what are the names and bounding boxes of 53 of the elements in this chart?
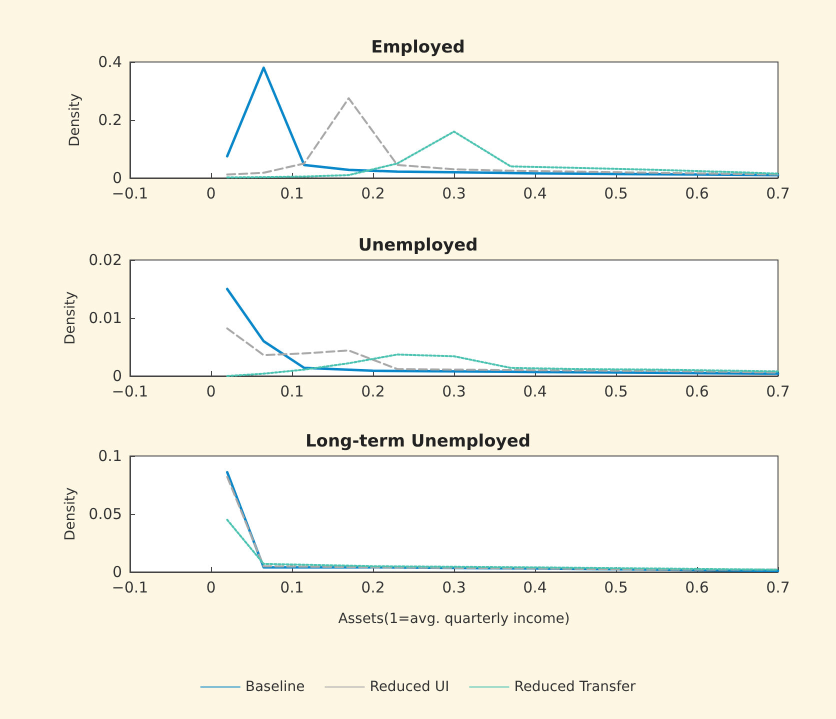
x-tick-label: 0.5 bbox=[604, 184, 628, 202]
x-tick-label: 0.6 bbox=[685, 578, 709, 596]
y-tick-label: 0.02 bbox=[88, 251, 122, 269]
x-tick-label: 0.5 bbox=[604, 578, 628, 596]
line-series bbox=[226, 288, 780, 375]
line-series bbox=[226, 354, 779, 377]
y-axis-title: Density bbox=[62, 291, 79, 345]
y-tick-label: 0.2 bbox=[98, 111, 122, 129]
y-axis-title: Density bbox=[67, 93, 83, 147]
y-axis-title: Density bbox=[62, 487, 79, 541]
x-tick-label: 0.4 bbox=[523, 382, 547, 400]
x-tick-label: 0.1 bbox=[280, 184, 304, 202]
x-tick-label: 0.4 bbox=[523, 184, 547, 202]
x-tick-label: 0.1 bbox=[280, 578, 304, 596]
legend-label: Reduced UI bbox=[370, 679, 450, 695]
y-tick-label: 0.1 bbox=[98, 447, 122, 465]
line-series bbox=[226, 518, 779, 571]
x-tick-label: 0.2 bbox=[361, 578, 385, 596]
line-series bbox=[226, 66, 780, 176]
y-tick-label: 0 bbox=[112, 169, 122, 187]
x-tick-label: 0.3 bbox=[442, 382, 466, 400]
x-tick-label: 0.7 bbox=[766, 578, 790, 596]
x-tick-label: 0.7 bbox=[766, 382, 790, 400]
y-tick-label: 0.01 bbox=[88, 309, 122, 327]
y-tick-label: 0.05 bbox=[88, 505, 122, 523]
x-tick-label: 0.6 bbox=[685, 382, 709, 400]
line-series bbox=[226, 327, 779, 374]
x-tick-label: 0.5 bbox=[604, 382, 628, 400]
x-tick-label: 0.6 bbox=[685, 184, 709, 202]
x-tick-label: 0.4 bbox=[523, 578, 547, 596]
x-tick-label: 0 bbox=[206, 578, 216, 596]
x-tick-label: 0.3 bbox=[442, 578, 466, 596]
x-tick-label: 0.7 bbox=[766, 184, 790, 202]
line-series bbox=[226, 97, 779, 176]
y-tick-label: 0 bbox=[112, 367, 122, 385]
x-tick-label: −0.1 bbox=[112, 578, 148, 596]
y-tick-label: 0.4 bbox=[98, 53, 122, 71]
x-tick-label: −0.1 bbox=[112, 382, 148, 400]
y-tick-label: 0 bbox=[112, 563, 122, 581]
chart-title: Unemployed bbox=[358, 236, 478, 256]
x-tick-label: 0.2 bbox=[361, 382, 385, 400]
legend-label: Baseline bbox=[245, 679, 305, 695]
x-tick-label: 0 bbox=[206, 184, 216, 202]
x-tick-label: 0.2 bbox=[361, 184, 385, 202]
x-axis-title: Assets(1=avg. quarterly income) bbox=[338, 611, 570, 627]
chart-title: Employed bbox=[371, 38, 465, 58]
chart-title: Long-term Unemployed bbox=[305, 432, 531, 452]
x-tick-label: 0 bbox=[206, 382, 216, 400]
x-tick-label: −0.1 bbox=[112, 184, 148, 202]
x-tick-label: 0.1 bbox=[280, 382, 304, 400]
legend-label: Reduced Transfer bbox=[514, 679, 636, 695]
line-series bbox=[226, 130, 779, 178]
x-tick-label: 0.3 bbox=[442, 184, 466, 202]
